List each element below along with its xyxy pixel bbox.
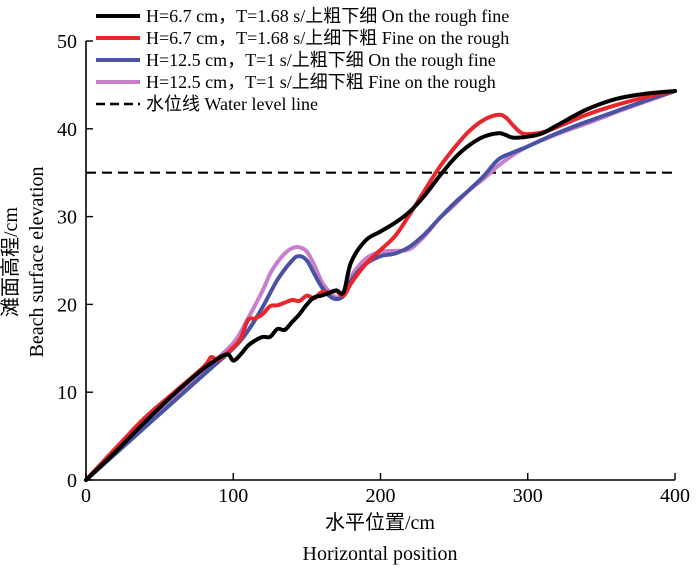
y-tick-label: 30 bbox=[57, 207, 77, 229]
x-axis-title-en: Horizontal position bbox=[303, 543, 458, 565]
y-tick-label: 20 bbox=[57, 294, 77, 316]
x-tick-label: 0 bbox=[81, 485, 91, 507]
y-tick-label: 50 bbox=[57, 31, 77, 53]
x-tick-label: 200 bbox=[366, 485, 396, 507]
x-axis-title-cn: 水平位置/cm bbox=[325, 511, 435, 534]
plot-area bbox=[84, 89, 677, 482]
legend-label: H=6.7 cm，T=1.68 s/上粗下细 On the rough fine bbox=[146, 6, 509, 26]
series-line-3 bbox=[84, 89, 677, 482]
y-axis-title-cn: 滩面高程/cm bbox=[0, 207, 22, 317]
x-tick-label: 300 bbox=[513, 485, 543, 507]
legend-label: 水位线 Water level line bbox=[146, 94, 318, 114]
legend-label: H=12.5 cm，T=1 s/上粗下细 On the rough fine bbox=[146, 50, 496, 70]
series-line-1 bbox=[84, 89, 677, 482]
series-line-4 bbox=[84, 89, 677, 482]
legend: H=6.7 cm，T=1.68 s/上粗下细 On the rough fine… bbox=[96, 6, 509, 114]
ticks: 0 100 200 300 400 0 10 20 30 40 50 bbox=[57, 31, 690, 507]
y-axis-title-en: Beach surface elevation bbox=[26, 166, 48, 357]
y-tick-label: 10 bbox=[57, 382, 77, 404]
x-tick-label: 400 bbox=[660, 485, 690, 507]
legend-label: H=6.7 cm，T=1.68 s/上细下粗 Fine on the rough bbox=[146, 28, 509, 48]
legend-label: H=12.5 cm，T=1 s/上细下粗 Fine on the rough bbox=[146, 72, 496, 92]
series-line-2 bbox=[84, 89, 677, 482]
y-tick-label: 40 bbox=[57, 119, 77, 141]
y-tick-label: 0 bbox=[67, 470, 77, 492]
x-tick-label: 100 bbox=[218, 485, 248, 507]
